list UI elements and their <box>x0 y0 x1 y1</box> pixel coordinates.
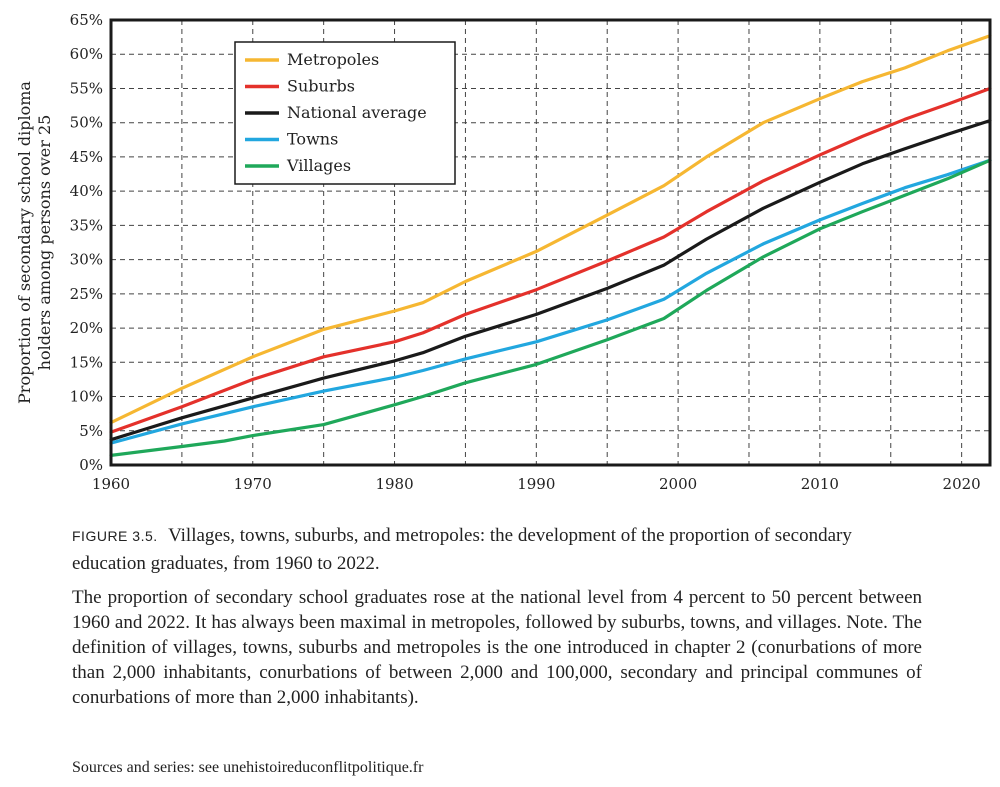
figure-caption: FIGURE 3.5. Villages, towns, suburbs, an… <box>72 522 922 578</box>
figure-title: Villages, towns, suburbs, and metropoles… <box>72 525 852 574</box>
figure-sources: Sources and series: see unehistoireducon… <box>72 759 424 776</box>
y-tick-label: 10% <box>70 388 103 406</box>
figure-note: The proportion of secondary school gradu… <box>72 587 922 708</box>
series-line-suburbs <box>109 86 992 434</box>
legend-label-towns: Towns <box>287 130 338 149</box>
series-line-towns <box>109 158 992 445</box>
x-tick-label: 2010 <box>801 475 839 493</box>
series-line-national-average <box>109 119 992 442</box>
y-tick-label: 15% <box>70 353 103 371</box>
y-tick-label: 5% <box>79 422 103 440</box>
plot-frame <box>109 18 992 467</box>
x-tick-label: 2020 <box>943 475 981 493</box>
x-tick-label: 1960 <box>92 475 130 493</box>
y-tick-label: 0% <box>79 456 103 474</box>
legend-label-suburbs: Suburbs <box>287 77 355 96</box>
figure-number: FIGURE 3.5. <box>72 528 158 544</box>
y-tick-label: 60% <box>70 45 103 63</box>
x-tick-labels: 1960 1970 1980 1990 2000 2010 2020 <box>92 475 981 493</box>
x-tick-label: 2000 <box>659 475 697 493</box>
legend-label-villages: Villages <box>286 156 351 175</box>
y-tick-labels: 0% 5% 10% 15% 20% 25% 30% 35% 40% 45% 50% 55% 60% 65% <box>70 11 103 474</box>
line-chart: 0% 5% 10% 15% 20% 25% 30% 35% 40% 45% 50% 55% 60% 65%… <box>15 11 992 493</box>
y-tick-label: 50% <box>70 114 103 132</box>
y-tick-label: 65% <box>70 11 103 29</box>
y-axis-label-line: Proportion of secondary school diploma <box>15 81 34 404</box>
y-tick-label: 40% <box>70 182 103 200</box>
series-line-metropoles <box>109 34 992 425</box>
legend-label-national-average: National average <box>287 103 427 122</box>
y-tick-label: 55% <box>70 79 103 97</box>
legend-label-metropoles: Metropoles <box>287 50 379 69</box>
y-tick-label: 20% <box>70 319 103 337</box>
series-lines <box>109 34 992 457</box>
x-tick-label: 1990 <box>517 475 555 493</box>
y-axis-label-line: holders among persons over 25 <box>35 115 54 371</box>
x-tick-label: 1970 <box>234 475 272 493</box>
y-tick-label: 30% <box>70 251 103 269</box>
legend: Metropoles Suburbs National average Towns Vi… <box>234 41 456 185</box>
y-tick-label: 25% <box>70 285 103 303</box>
x-tick-label: 1980 <box>375 475 413 493</box>
y-tick-label: 45% <box>70 148 103 166</box>
y-axis-label: Proportion of secondary school diplomaho… <box>15 81 54 404</box>
series-line-villages <box>109 158 992 457</box>
y-tick-label: 35% <box>70 216 103 234</box>
